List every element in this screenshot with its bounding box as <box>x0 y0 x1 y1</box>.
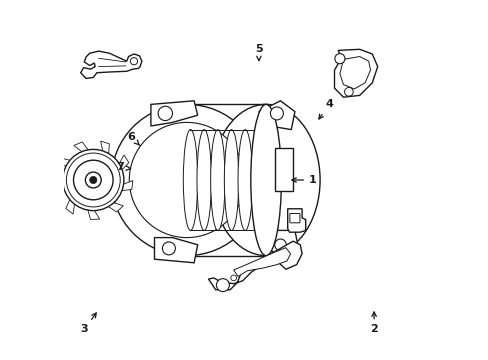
Text: 5: 5 <box>255 44 262 60</box>
Text: 6: 6 <box>127 132 140 145</box>
FancyBboxPatch shape <box>275 148 292 191</box>
Text: 1: 1 <box>291 175 316 185</box>
Ellipse shape <box>210 130 224 230</box>
Ellipse shape <box>197 130 211 230</box>
Polygon shape <box>85 200 100 220</box>
Circle shape <box>274 239 285 251</box>
Circle shape <box>130 58 137 65</box>
Circle shape <box>216 279 229 292</box>
Polygon shape <box>233 248 290 276</box>
Ellipse shape <box>250 104 281 256</box>
Polygon shape <box>154 238 197 263</box>
Circle shape <box>73 160 113 200</box>
Polygon shape <box>100 199 123 212</box>
Polygon shape <box>101 141 109 164</box>
Polygon shape <box>114 155 129 177</box>
Ellipse shape <box>251 130 265 230</box>
Polygon shape <box>74 142 94 159</box>
Polygon shape <box>262 230 298 259</box>
FancyBboxPatch shape <box>289 213 299 223</box>
Text: 3: 3 <box>81 313 96 334</box>
Circle shape <box>158 106 172 121</box>
Polygon shape <box>54 175 72 193</box>
Polygon shape <box>208 241 302 290</box>
Circle shape <box>66 153 120 207</box>
Circle shape <box>111 104 262 256</box>
Ellipse shape <box>224 130 238 230</box>
Text: 7: 7 <box>116 162 130 172</box>
Circle shape <box>89 176 97 184</box>
Circle shape <box>62 149 123 211</box>
Polygon shape <box>111 180 133 192</box>
Polygon shape <box>287 209 305 232</box>
Text: 2: 2 <box>369 312 377 334</box>
Polygon shape <box>66 190 76 214</box>
Polygon shape <box>56 158 80 166</box>
Polygon shape <box>339 57 370 89</box>
Circle shape <box>85 172 101 188</box>
Circle shape <box>344 87 352 96</box>
Ellipse shape <box>183 130 197 230</box>
Polygon shape <box>81 51 142 78</box>
Polygon shape <box>151 101 197 126</box>
Ellipse shape <box>238 130 252 230</box>
Ellipse shape <box>212 104 320 256</box>
Polygon shape <box>258 101 294 130</box>
Polygon shape <box>334 49 377 97</box>
Circle shape <box>270 107 283 120</box>
Circle shape <box>334 54 344 64</box>
Text: 4: 4 <box>318 99 332 119</box>
Circle shape <box>129 122 244 238</box>
Circle shape <box>230 275 236 281</box>
Circle shape <box>162 242 175 255</box>
